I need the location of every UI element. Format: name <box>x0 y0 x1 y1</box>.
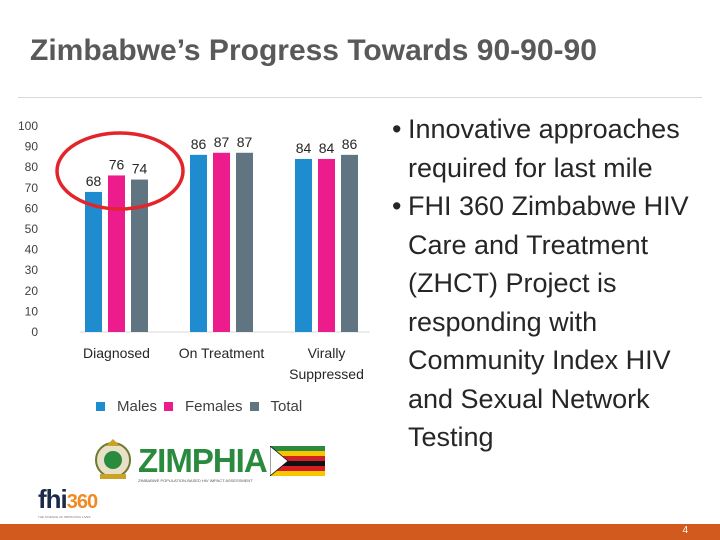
bar-males-2 <box>190 154 207 332</box>
bar-total-2 <box>236 152 253 332</box>
legend-item-males: Males <box>96 398 157 415</box>
bar-males-1 <box>85 191 102 332</box>
legend-label-total: Total <box>270 397 303 415</box>
legend-label-females: Females <box>185 397 243 415</box>
fhi360-logo: fhi360 THE SCIENCE OF IMPROVING LIVES <box>38 484 138 519</box>
bullet-text: Innovative approaches required for last … <box>408 114 680 183</box>
bar-females-1 <box>108 175 125 332</box>
slide-title: Zimbabwe’s Progress Towards 90-90-90 <box>30 34 597 67</box>
bullet-marker: • <box>392 191 402 221</box>
data-label: 87 <box>214 134 230 150</box>
footer-bar: 4 <box>0 524 720 540</box>
fhi-wordmark: fhi <box>38 484 68 514</box>
bullet-item-2: • FHI 360 Zimbabwe HIV Care and Treatmen… <box>392 187 712 457</box>
y-tick-label: 80 <box>25 160 39 174</box>
data-label: 68 <box>86 173 102 189</box>
data-label: 84 <box>319 140 335 156</box>
zimphia-wordmark: ZIMPHIA <box>138 442 268 479</box>
bullet-marker: • <box>392 114 402 144</box>
bar-females-2 <box>213 152 230 332</box>
bullet-item-1: • Innovative approaches required for las… <box>392 110 712 187</box>
legend-swatch-females <box>164 401 174 411</box>
data-label: 74 <box>132 161 148 177</box>
page-number: 4 <box>682 525 688 536</box>
bullet-text: FHI 360 Zimbabwe HIV Care and Treatment … <box>408 191 689 452</box>
category-label: Virally <box>308 345 346 361</box>
title-divider <box>18 97 702 98</box>
data-label: 84 <box>296 140 312 156</box>
data-labels: 68 86 84 76 87 84 74 87 86 <box>86 134 358 189</box>
y-tick-label: 20 <box>25 284 39 298</box>
y-tick-label: 10 <box>25 304 39 318</box>
data-label: 86 <box>342 136 358 152</box>
data-label: 76 <box>109 156 125 172</box>
zimphia-logo: ZIMPHIA ZIMBABWE POPULATION-BASED HIV IM… <box>90 436 325 484</box>
fhi-number: 360 <box>66 491 98 513</box>
bar-series <box>85 152 358 332</box>
zimbabwe-coat-of-arms-icon <box>95 439 131 479</box>
y-tick-label: 60 <box>25 201 39 215</box>
y-tick-label: 40 <box>25 243 39 257</box>
y-tick-label: 50 <box>25 222 39 236</box>
y-tick-label: 100 <box>18 119 38 133</box>
category-label: On Treatment <box>179 345 265 361</box>
bullet-list: • Innovative approaches required for las… <box>392 110 712 457</box>
zimphia-subtitle: ZIMBABWE POPULATION-BASED HIV IMPACT ASS… <box>138 478 253 483</box>
category-label: Diagnosed <box>83 345 150 361</box>
data-label: 87 <box>237 134 253 150</box>
legend-item-total: Total <box>249 397 303 415</box>
zimbabwe-flag-stripes-icon <box>270 446 325 476</box>
category-labels: Diagnosed On Treatment Virally Suppressed <box>83 345 364 382</box>
chart-legend: Males Females Total <box>96 396 309 416</box>
bar-total-1 <box>131 179 148 332</box>
y-tick-label: 70 <box>25 181 39 195</box>
legend-item-females: Females <box>164 398 243 415</box>
legend-swatch-males <box>96 401 105 411</box>
y-tick-label: 0 <box>31 325 38 339</box>
bar-total-3 <box>341 154 358 332</box>
fhi-tagline: THE SCIENCE OF IMPROVING LIVES <box>38 515 91 519</box>
category-label: Suppressed <box>289 366 364 382</box>
y-tick-label: 30 <box>25 263 39 277</box>
y-tick-label: 90 <box>25 140 39 154</box>
legend-label-males: Males <box>117 397 158 415</box>
bar-males-3 <box>295 158 312 332</box>
highlight-ellipse <box>55 131 185 211</box>
data-label: 86 <box>191 136 207 152</box>
legend-swatch-total <box>249 401 259 411</box>
bar-females-3 <box>318 158 335 332</box>
